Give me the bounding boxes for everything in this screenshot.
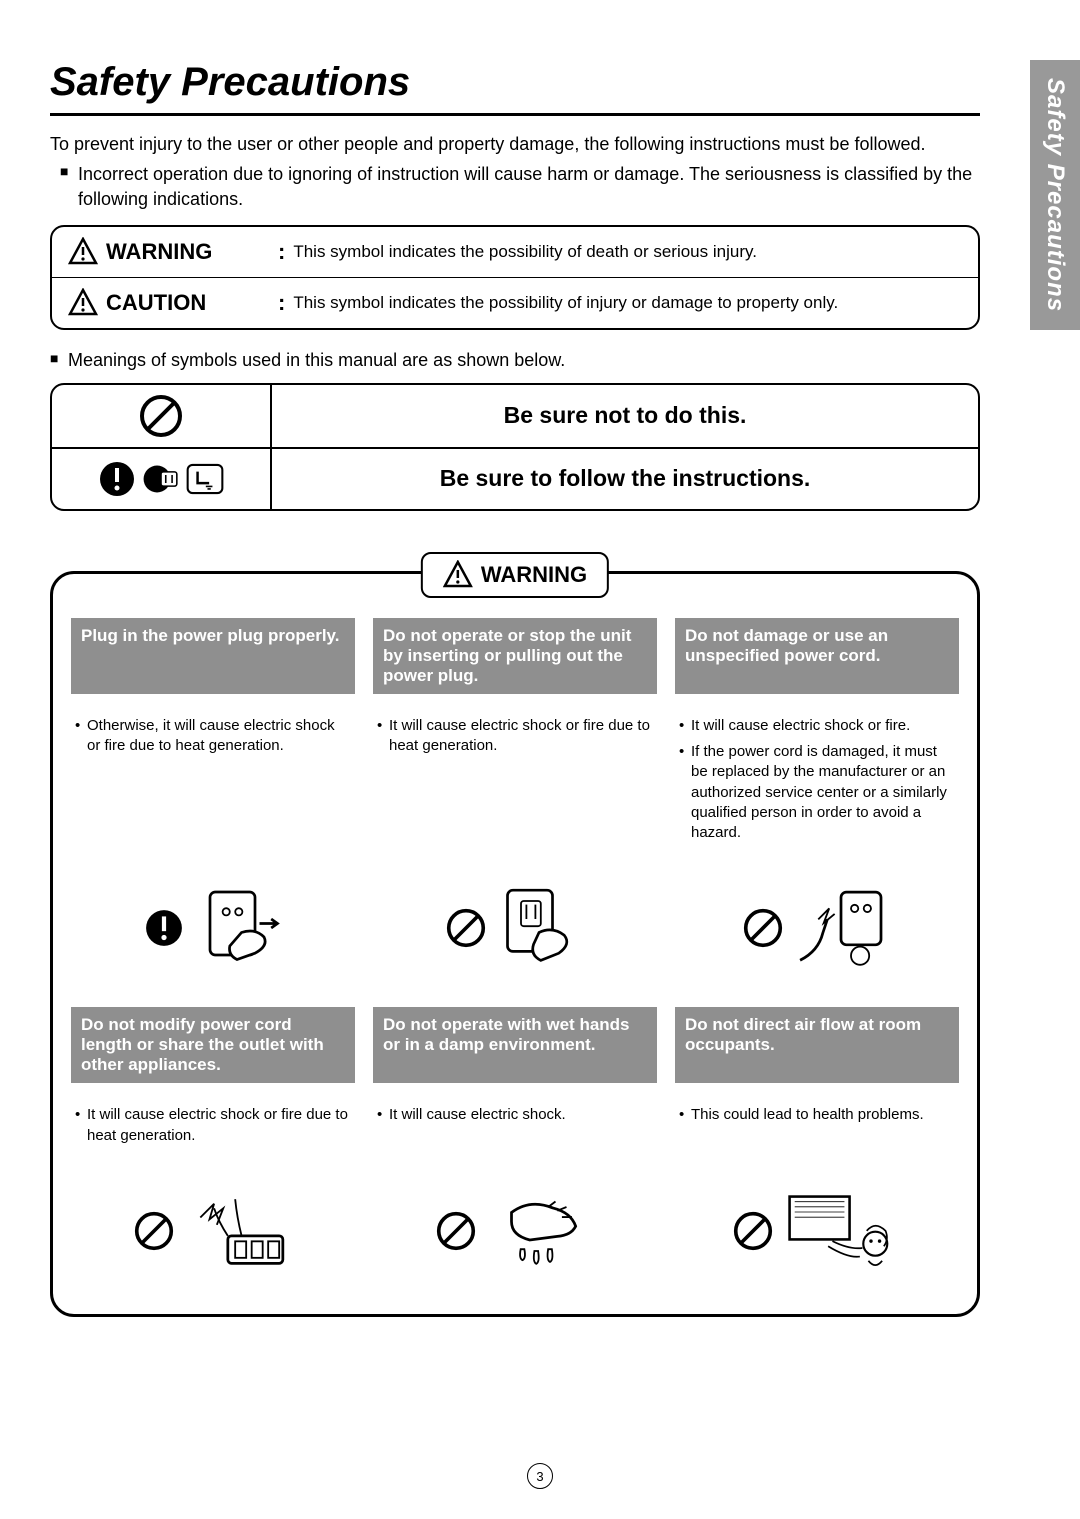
item-title: Do not direct air flow at room occupants… [675, 1007, 959, 1083]
plug-pull-icon [494, 883, 584, 973]
exclaim-circle-icon [144, 908, 184, 948]
item-body: It will cause electric shock. [373, 1097, 657, 1152]
symbol-row-follow: Be sure to follow the instructions. [52, 447, 978, 509]
exclaim-circle-icon [98, 460, 136, 498]
body-point: It will cause electric shock or fire due… [377, 716, 653, 757]
page-content: Safety Precautions To prevent injury to … [0, 0, 1080, 1357]
body-point: This could lead to health problems. [679, 1105, 955, 1125]
shared-outlet-icon [182, 1190, 292, 1273]
follow-text: Be sure to follow the instructions. [272, 465, 978, 492]
prohibit-icon [134, 1211, 174, 1251]
meanings-intro: Meanings of symbols used in this manual … [50, 350, 980, 371]
item-body: Otherwise, it will cause electric shock … [71, 708, 355, 850]
indications-box: WARNING : This symbol indicates the poss… [50, 225, 980, 330]
item-body: This could lead to health problems. [675, 1097, 959, 1152]
side-tab-text: Safety Precautions [1041, 78, 1069, 312]
prohibit-icon [733, 1211, 773, 1251]
warning-triangle-icon [443, 560, 473, 590]
item-title: Do not damage or use an unspecified powe… [675, 618, 959, 694]
body-point: It will cause electric shock or fire. [679, 716, 955, 736]
item-illustration [675, 863, 959, 993]
caution-desc: This symbol indicates the possibility of… [293, 292, 962, 314]
warning-grid: Plug in the power plug properly. Do not … [71, 618, 959, 1296]
plug-instruction-icon [142, 460, 180, 498]
prohibit-icon [139, 394, 183, 438]
side-tab: Safety Precautions [1030, 60, 1080, 330]
warning-section: WARNING Plug in the power plug properly.… [50, 571, 980, 1317]
title-rule [50, 113, 980, 116]
prohibit-icon [743, 908, 783, 948]
warning-badge-text: WARNING [481, 562, 587, 588]
item-illustration [71, 1166, 355, 1296]
caution-triangle-icon [68, 288, 98, 318]
intro-text: To prevent injury to the user or other p… [50, 132, 980, 156]
page-number-text: 3 [536, 1469, 543, 1484]
warning-desc: This symbol indicates the possibility of… [293, 241, 962, 263]
body-point: It will cause electric shock. [377, 1105, 653, 1125]
warning-label: WARNING [68, 237, 278, 267]
plug-hand-icon [192, 883, 282, 973]
page-title: Safety Precautions [50, 60, 980, 105]
symbols-box: Be sure not to do this. [50, 383, 980, 511]
prohibit-icon [446, 908, 486, 948]
wet-hand-icon [484, 1185, 594, 1277]
not-do-icons [52, 385, 272, 447]
warning-label-text: WARNING [106, 239, 212, 265]
item-body: It will cause electric shock or fire due… [71, 1097, 355, 1152]
damaged-cord-icon [791, 883, 891, 974]
warning-badge: WARNING [421, 552, 609, 598]
caution-label: CAUTION [68, 288, 278, 318]
warning-row: WARNING : This symbol indicates the poss… [52, 227, 978, 277]
item-title: Do not operate or stop the unit by inser… [373, 618, 657, 694]
not-do-text: Be sure not to do this. [272, 402, 978, 429]
caution-row: CAUTION : This symbol indicates the poss… [52, 277, 978, 328]
item-illustration [373, 1166, 657, 1296]
item-body: It will cause electric shock or fire. If… [675, 708, 959, 850]
symbol-row-not-do: Be sure not to do this. [52, 385, 978, 447]
prohibit-icon [436, 1211, 476, 1251]
airflow-person-icon [781, 1188, 901, 1274]
follow-icons [52, 449, 272, 509]
ground-instruction-icon [186, 460, 224, 498]
body-point: Otherwise, it will cause electric shock … [75, 716, 351, 757]
item-title: Do not operate with wet hands or in a da… [373, 1007, 657, 1083]
item-body: It will cause electric shock or fire due… [373, 708, 657, 850]
item-illustration [675, 1166, 959, 1296]
item-title: Do not modify power cord length or share… [71, 1007, 355, 1083]
item-illustration [71, 863, 355, 993]
page-number: 3 [527, 1463, 553, 1489]
item-title: Plug in the power plug properly. [71, 618, 355, 694]
caution-label-text: CAUTION [106, 290, 206, 316]
colon: : [278, 239, 285, 265]
body-point: It will cause electric shock or fire due… [75, 1105, 351, 1146]
body-point: If the power cord is damaged, it must be… [679, 742, 955, 843]
item-illustration [373, 863, 657, 993]
warning-triangle-icon [68, 237, 98, 267]
colon: : [278, 290, 285, 316]
bullet-intro-text: Incorrect operation due to ignoring of i… [50, 162, 980, 211]
